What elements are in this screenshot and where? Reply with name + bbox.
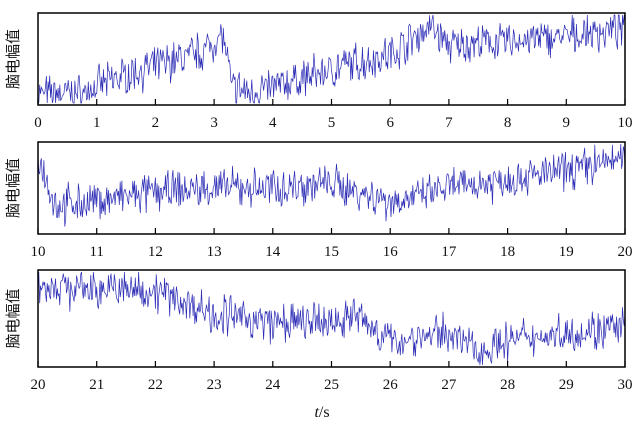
x-tick-label: 20: [618, 244, 633, 260]
x-tick-label: 5: [328, 115, 336, 131]
x-tick-label: 3: [210, 115, 218, 131]
eeg-signal-trace-2: [37, 143, 626, 227]
x-tick-label: 9: [563, 115, 571, 131]
x-tick-label: 15: [324, 244, 339, 260]
x-tick-label: 6: [386, 115, 394, 131]
x-axis-label: t/s: [314, 404, 329, 421]
x-tick-label: 7: [445, 115, 453, 131]
eeg-signal-trace-3: [37, 271, 626, 366]
panel-1: 0 1 2 3 4 5 6 7 8 9 10 脑电幅值: [4, 12, 633, 131]
x-tick-label: 4: [269, 115, 277, 131]
x-tick-label: 1: [93, 115, 101, 131]
x-tick-label: 0: [34, 115, 42, 131]
x-tick-label: 11: [89, 244, 103, 260]
x-tick-label: 13: [207, 244, 222, 260]
x-tick-label: 24: [265, 377, 281, 393]
x-axis-label-unit: /s: [319, 404, 330, 421]
y-axis-label-3: 脑电幅值: [4, 288, 22, 348]
x-tick-label: 8: [504, 115, 512, 131]
x-tick-label: 29: [559, 377, 574, 393]
x-tick-label: 12: [148, 244, 163, 260]
eeg-signal-trace-1: [37, 14, 626, 104]
x-tick-label: 23: [207, 377, 222, 393]
x-tick-label: 16: [383, 244, 399, 260]
x-tick-label: 17: [441, 244, 457, 260]
x-tick-label: 10: [31, 244, 46, 260]
x-tick-label: 2: [152, 115, 160, 131]
y-axis-label-1: 脑电幅值: [4, 29, 22, 89]
y-axis-label-2: 脑电幅值: [4, 158, 22, 218]
x-tick-label: 27: [441, 377, 457, 393]
x-tick-label: 14: [265, 244, 281, 260]
x-tick-label: 10: [618, 115, 633, 131]
x-tick-label: 30: [618, 377, 633, 393]
x-tick-label: 18: [500, 244, 515, 260]
x-tick-label: 25: [324, 377, 339, 393]
x-axis-label-var: t: [314, 404, 319, 421]
x-tick-label: 19: [559, 244, 574, 260]
x-tick-label: 21: [89, 377, 104, 393]
x-tick-label: 22: [148, 377, 163, 393]
x-tick-label: 28: [500, 377, 515, 393]
x-tick-label: 26: [383, 377, 399, 393]
panel-2: 10 11 12 13 14 15 16 17 18 19 20 脑电幅值: [4, 141, 633, 260]
panel-3: 20 21 22 23 24 25 26 27 28 29 30 脑电幅值: [4, 269, 633, 393]
x-tick-label: 20: [31, 377, 46, 393]
